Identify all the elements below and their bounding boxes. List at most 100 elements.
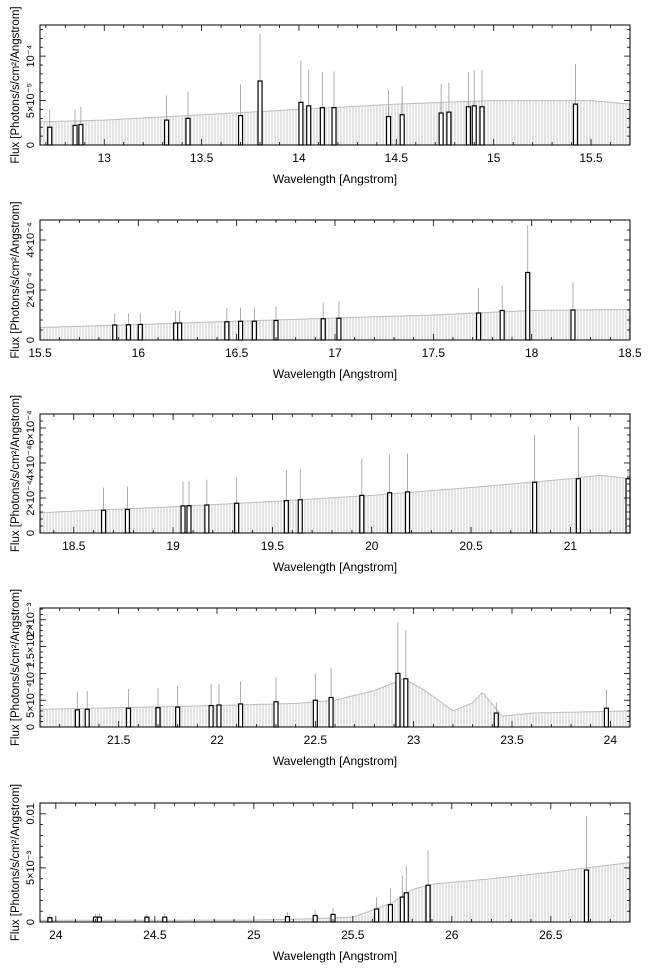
line-flux-bar xyxy=(328,696,334,728)
y-tick-label: 0 xyxy=(25,142,37,148)
x-tick-label: 20 xyxy=(365,539,379,553)
x-tick-label: 17 xyxy=(328,346,342,360)
line-flux-bar xyxy=(251,320,257,341)
line-bar-15 xyxy=(570,282,576,341)
line-flux-bar xyxy=(137,323,143,341)
line-flux-bar xyxy=(387,904,394,923)
line-bar-4 xyxy=(186,481,192,534)
x-tick-label: 21 xyxy=(564,539,578,553)
y-axis-title: Flux [Photons/s/cm²/Angstrom] xyxy=(10,589,22,746)
line-flux-bar xyxy=(47,126,53,146)
line-bar-6 xyxy=(284,912,291,923)
line-bar-4 xyxy=(155,687,161,728)
line-flux-bar xyxy=(387,492,393,534)
chart-panel-4: 21.5 22 22.5 23 23.5 24 0 5×10⁻⁴10⁻³1.5×10⁻³2×1… xyxy=(10,589,631,768)
line-flux-bar xyxy=(283,500,289,534)
line-bar-9 xyxy=(373,897,380,923)
line-bar-13 xyxy=(403,630,409,728)
line-flux-bar xyxy=(216,704,222,728)
line-flux-bar xyxy=(403,678,409,728)
line-flux-bar xyxy=(100,509,107,534)
line-flux-bar xyxy=(237,115,244,146)
x-tick-label: 14 xyxy=(292,151,306,165)
line-flux-bar xyxy=(112,324,118,341)
line-flux-bar xyxy=(47,917,53,923)
x-tick-label: 19.5 xyxy=(261,539,285,553)
line-flux-bar xyxy=(257,80,263,146)
x-tick-label: 23.5 xyxy=(500,733,524,747)
line-flux-bar xyxy=(298,101,304,146)
y-tick-label: 5×10⁻⁴ xyxy=(25,682,37,718)
line-bar-9 xyxy=(306,70,312,146)
line-flux-bar xyxy=(525,271,531,341)
x-axis-title: Wavelength [Angstrom] xyxy=(273,560,397,574)
line-flux-bar xyxy=(124,508,131,534)
line-bar-10 xyxy=(319,72,325,146)
line-bar-10 xyxy=(387,454,393,534)
line-bar-2 xyxy=(125,313,132,341)
line-bar-2 xyxy=(72,109,78,146)
line-bar-5 xyxy=(185,91,191,146)
line-bar-3 xyxy=(78,106,84,146)
line-flux-bar xyxy=(603,707,610,728)
line-flux-bar xyxy=(499,309,505,341)
line-flux-bar xyxy=(320,318,326,341)
line-bar-13 xyxy=(575,426,581,534)
line-bar-2 xyxy=(124,486,131,534)
y-axis-title: Flux [Photons/s/cm²/Angstrom] xyxy=(10,201,22,358)
line-flux-bar xyxy=(284,915,291,923)
line-bar-14 xyxy=(493,702,499,728)
x-tick-label: 13.5 xyxy=(190,151,214,165)
line-flux-bar xyxy=(359,494,365,534)
line-flux-bar xyxy=(84,708,90,728)
x-tick-label: 14.5 xyxy=(385,151,409,165)
x-axis-title: Wavelength [Angstrom] xyxy=(273,172,397,186)
line-flux-bar xyxy=(572,103,579,146)
x-tick-label: 18.5 xyxy=(618,346,642,360)
line-bar-10 xyxy=(387,888,394,923)
line-bar-11 xyxy=(328,668,334,728)
x-tick-label: 18.5 xyxy=(62,539,86,553)
line-flux-bar xyxy=(446,111,452,146)
x-tick-label: 15.5 xyxy=(579,151,603,165)
line-bar-3 xyxy=(96,913,102,923)
x-tick-label: 25 xyxy=(247,928,261,942)
line-bar-11 xyxy=(336,300,342,341)
y-tick-label: 4×10⁻⁴ xyxy=(25,445,37,481)
continuum-envelope xyxy=(40,678,631,717)
continuum-envelope xyxy=(39,474,631,514)
x-tick-label: 26.5 xyxy=(539,928,563,942)
plot-frame xyxy=(39,413,631,534)
y-tick-label: 0.01 xyxy=(25,803,37,824)
plot-frame xyxy=(39,24,631,146)
line-bar-7 xyxy=(257,33,263,146)
line-flux-bar xyxy=(224,321,230,341)
y-tick-label: 0 xyxy=(25,919,37,925)
line-bar-11 xyxy=(331,71,337,146)
line-bar-7 xyxy=(312,910,318,923)
line-flux-bar xyxy=(180,505,186,534)
line-bar-4 xyxy=(144,913,150,923)
y-tick-label: 4×10⁻⁴ xyxy=(25,222,37,258)
y-tick-label: 10⁻³ xyxy=(25,662,37,684)
y-tick-label: 5×10⁻³ xyxy=(25,850,37,885)
line-flux-bar xyxy=(403,892,409,923)
line-flux-bar xyxy=(475,312,482,341)
line-bar-1 xyxy=(47,914,53,923)
x-tick-label: 24 xyxy=(604,733,618,747)
line-flux-bar xyxy=(297,499,303,534)
line-flux-bar xyxy=(319,107,325,146)
x-tick-label: 22 xyxy=(210,733,224,747)
line-flux-bar xyxy=(438,112,444,146)
line-flux-bar xyxy=(306,105,312,146)
line-bar-6 xyxy=(208,684,214,728)
line-bar-9 xyxy=(359,458,365,534)
line-bar-12 xyxy=(475,288,482,341)
line-bar-1 xyxy=(74,691,80,728)
line-bar-18 xyxy=(479,70,485,146)
line-flux-bar xyxy=(125,707,132,728)
line-bar-5 xyxy=(177,311,183,341)
line-bar-9 xyxy=(273,677,279,728)
line-bar-2 xyxy=(84,691,90,728)
